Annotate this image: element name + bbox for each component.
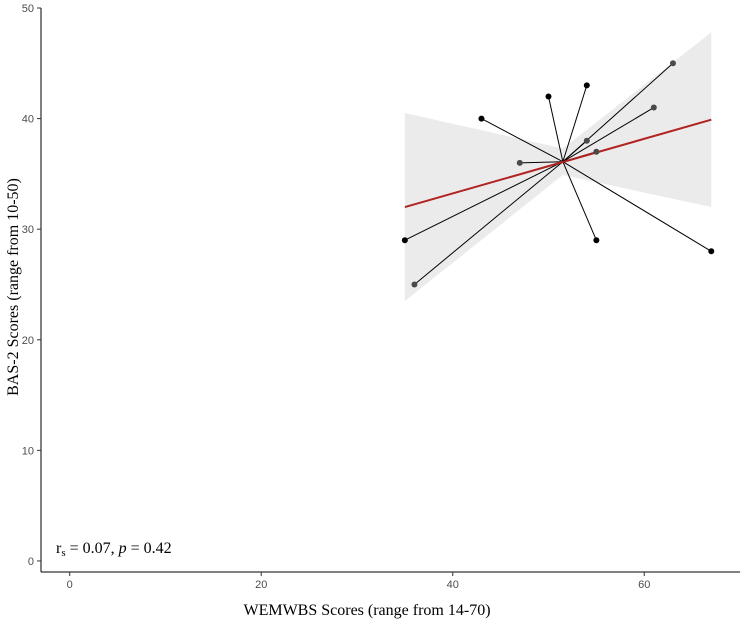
spoke-line — [562, 107, 655, 163]
spoke-line — [404, 161, 564, 241]
data-point — [478, 115, 485, 122]
data-point — [593, 148, 600, 155]
y-axis-title: BAS-2 Scores (range from 10-50) — [5, 178, 22, 396]
spoke-line — [562, 161, 597, 241]
data-point — [583, 82, 590, 89]
p-label: p — [118, 540, 127, 557]
data-point — [545, 93, 552, 100]
spoke-line — [481, 118, 564, 163]
y-tick-label: 40 — [22, 114, 34, 126]
points — [401, 60, 715, 288]
data-point — [650, 104, 657, 111]
data-point — [411, 281, 418, 288]
data-point — [708, 248, 715, 255]
confidence-band — [404, 32, 712, 302]
tick-labels: 0 20 40 60 0 10 20 30 40 50 — [22, 3, 651, 591]
x-tick-label: 40 — [447, 579, 459, 591]
fit-line — [404, 118, 712, 209]
stat-symbol: r — [56, 540, 62, 557]
y-tick-label: 50 — [22, 3, 34, 15]
spoke-line — [562, 161, 712, 252]
y-tick-label: 30 — [22, 224, 34, 236]
spoke-line — [548, 96, 564, 162]
spoke-line — [414, 161, 564, 285]
spoke-line — [562, 85, 588, 162]
x-tick-label: 20 — [255, 579, 267, 591]
y-tick-label: 0 — [28, 556, 34, 568]
data-point — [516, 159, 523, 166]
x-axis-title: WEMWBS Scores (range from 14-70) — [243, 602, 490, 619]
spoke-line — [519, 161, 563, 164]
x-tick-label: 0 — [67, 579, 73, 591]
x-tick-label: 60 — [638, 579, 650, 591]
axes — [37, 7, 740, 576]
y-tick-label: 10 — [22, 445, 34, 457]
data-point — [669, 60, 676, 67]
correlation-annotation: rs = 0.07, p = 0.42 — [56, 540, 172, 559]
y-tick-label: 20 — [22, 335, 34, 347]
stat-value: = 0.07, — [66, 540, 119, 557]
data-point — [401, 237, 408, 244]
data-point — [583, 137, 590, 144]
fit-line-group — [404, 118, 712, 209]
spoke-line — [562, 62, 674, 163]
p-value: = 0.42 — [127, 540, 172, 557]
stat-subscript: s — [61, 547, 65, 559]
data-point — [593, 237, 600, 244]
confidence-band-area — [404, 32, 712, 302]
spokes — [404, 62, 712, 285]
